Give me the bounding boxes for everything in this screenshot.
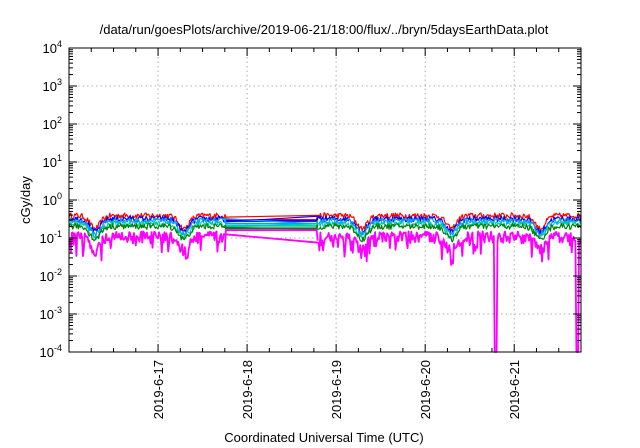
- x-tick-label: 2019-6-20: [418, 360, 433, 419]
- x-tick-label: 2019-6-21: [507, 360, 522, 419]
- x-tick-label: 2019-6-17: [151, 360, 166, 419]
- y-tick-label: 104: [43, 39, 62, 56]
- series-line: [68, 222, 582, 243]
- x-tick-label: 2019-6-18: [240, 360, 255, 419]
- y-tick-label: 10-1: [40, 229, 62, 246]
- y-tick-label: 10-2: [40, 267, 62, 284]
- series-line: [68, 230, 582, 353]
- series-line: [68, 217, 581, 238]
- y-axis-label: cGy/day: [18, 176, 33, 224]
- y-tick-label: 10-4: [40, 343, 62, 360]
- y-tick-label: 103: [43, 77, 62, 94]
- y-tick-label: 101: [43, 153, 62, 170]
- series-gap-line: [223, 224, 319, 230]
- x-tick-label: 2019-6-19: [329, 360, 344, 419]
- x-axis-label: Coordinated Universal Time (UTC): [224, 430, 423, 445]
- series-gap-line: [223, 218, 319, 225]
- series-line: [68, 212, 582, 233]
- y-tick-label: 102: [43, 115, 62, 132]
- series-gap-line: [224, 222, 319, 227]
- chart-title: /data/run/goesPlots/archive/2019-06-21/1…: [100, 22, 549, 37]
- y-tick-label: 100: [43, 191, 62, 208]
- y-tick-label: 10-3: [40, 305, 62, 322]
- series-gap-line: [223, 229, 319, 252]
- grid: [69, 48, 581, 352]
- axis-ticks: 10-4 10-3 10-2 10-1 100 101 102 103 104 2019-6-17…: [40, 39, 582, 419]
- series-layer: [68, 212, 582, 353]
